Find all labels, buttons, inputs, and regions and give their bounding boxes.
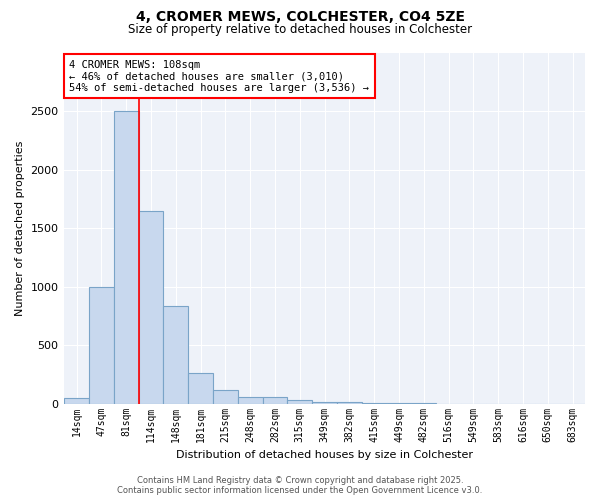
- Bar: [163, 306, 188, 404]
- Text: Contains HM Land Registry data © Crown copyright and database right 2025.
Contai: Contains HM Land Registry data © Crown c…: [118, 476, 482, 495]
- Bar: [312, 402, 337, 404]
- Bar: [89, 286, 114, 404]
- Bar: [263, 397, 287, 404]
- Bar: [213, 390, 238, 404]
- Bar: [64, 398, 89, 404]
- Bar: [188, 373, 213, 404]
- Bar: [362, 403, 386, 404]
- Bar: [287, 400, 312, 404]
- Text: 4 CROMER MEWS: 108sqm
← 46% of detached houses are smaller (3,010)
54% of semi-d: 4 CROMER MEWS: 108sqm ← 46% of detached …: [70, 60, 370, 92]
- Bar: [139, 210, 163, 404]
- Bar: [114, 111, 139, 404]
- X-axis label: Distribution of detached houses by size in Colchester: Distribution of detached houses by size …: [176, 450, 473, 460]
- Text: Size of property relative to detached houses in Colchester: Size of property relative to detached ho…: [128, 22, 472, 36]
- Text: 4, CROMER MEWS, COLCHESTER, CO4 5ZE: 4, CROMER MEWS, COLCHESTER, CO4 5ZE: [136, 10, 464, 24]
- Bar: [238, 396, 263, 404]
- Y-axis label: Number of detached properties: Number of detached properties: [15, 140, 25, 316]
- Bar: [337, 402, 362, 404]
